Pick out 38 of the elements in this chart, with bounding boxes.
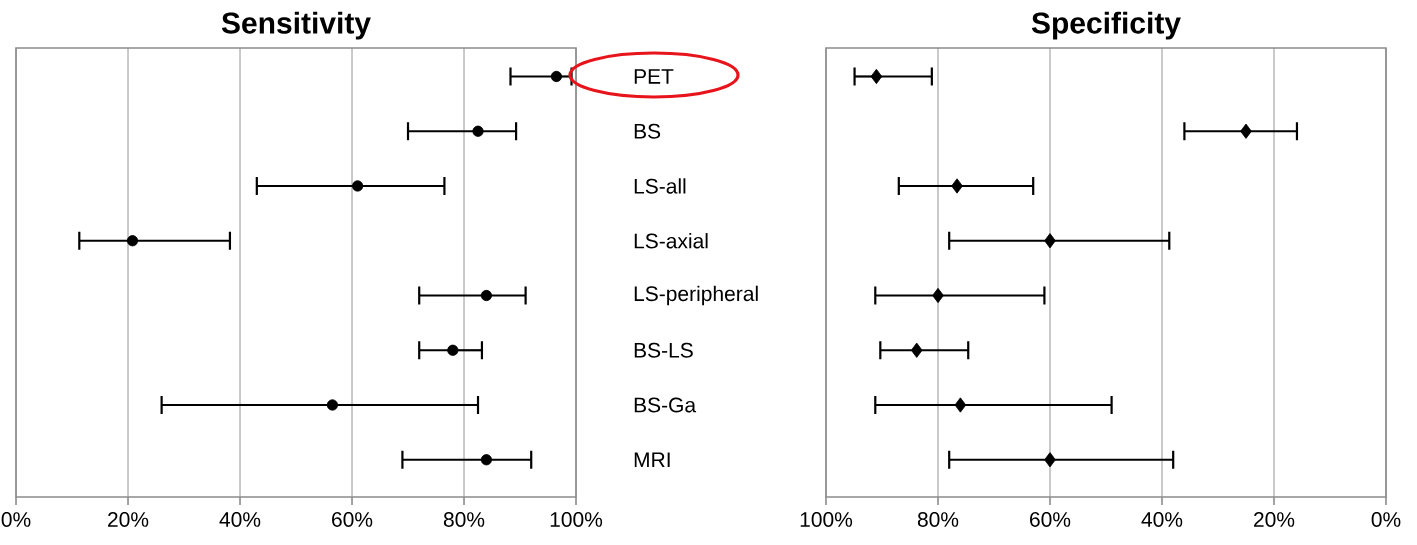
y-tick-label: LS-axial [634, 233, 708, 249]
y-tick-label: BS-Ga [634, 397, 697, 413]
point [910, 342, 923, 358]
x-tick-label: 40% [219, 512, 261, 527]
x-tick-label: 0% [1, 512, 31, 527]
x-tick-label: 80% [443, 512, 485, 527]
point [480, 289, 493, 302]
y-tick-label: LS-all [634, 178, 686, 194]
x-tick-label: 100% [550, 512, 603, 527]
point [447, 344, 459, 356]
x-tick-label: 60% [1030, 512, 1071, 527]
point [480, 454, 493, 466]
point [951, 178, 963, 194]
point [352, 180, 364, 192]
x-tick-label: 40% [1141, 512, 1183, 527]
x-tick-label: 60% [332, 512, 373, 527]
point [870, 68, 883, 85]
y-tick-label: PET [634, 69, 674, 84]
y-tick-label: BS-LS [634, 342, 693, 358]
x-tick-label: 20% [1254, 512, 1295, 527]
point [954, 397, 967, 413]
point [126, 235, 139, 247]
point [472, 125, 484, 137]
x-tick-label: 80% [917, 512, 959, 527]
point [1044, 452, 1056, 468]
point [932, 287, 944, 304]
chart-title: Specificity [1031, 11, 1181, 40]
chart-title: Sensitivity [221, 11, 371, 40]
y-tick-label: BS [634, 123, 661, 139]
x-tick-label: 100% [800, 512, 853, 527]
point [1044, 233, 1056, 249]
point [550, 70, 563, 83]
point [326, 399, 339, 411]
y-tick-label: LS-peripheral [634, 285, 758, 306]
y-tick-label: MRI [634, 452, 670, 467]
x-tick-label: 20% [108, 512, 149, 527]
point [1240, 123, 1252, 139]
x-tick-label: 0% [1371, 512, 1401, 527]
